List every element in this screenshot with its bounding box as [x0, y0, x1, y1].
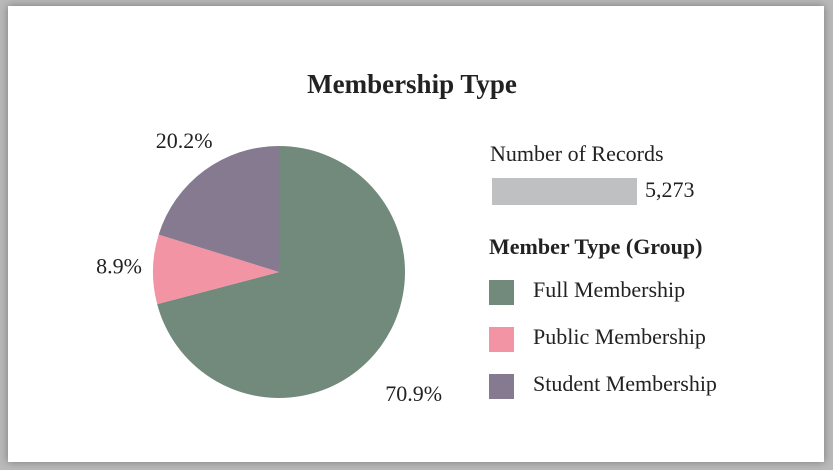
card — [8, 6, 824, 462]
size-legend-bar — [492, 178, 637, 205]
chart-title: Membership Type — [307, 69, 517, 99]
pie-slice — [158, 146, 279, 272]
legend-label: Full Membership — [533, 277, 685, 302]
legend-swatch — [489, 327, 514, 352]
legend-swatch — [489, 280, 514, 305]
legend-label: Student Membership — [533, 371, 717, 396]
pie-slice — [157, 146, 405, 399]
size-legend-title: Number of Records — [490, 141, 664, 166]
legend-swatch — [489, 374, 514, 399]
data-label: 8.9% — [96, 254, 142, 279]
data-label: 20.2% — [156, 128, 213, 153]
legend-label: Public Membership — [533, 324, 706, 349]
size-legend-label: 5,273 — [645, 177, 695, 202]
data-label: 70.9% — [385, 381, 442, 406]
pie-slice — [153, 234, 279, 305]
legend-title: Member Type (Group) — [489, 234, 702, 259]
